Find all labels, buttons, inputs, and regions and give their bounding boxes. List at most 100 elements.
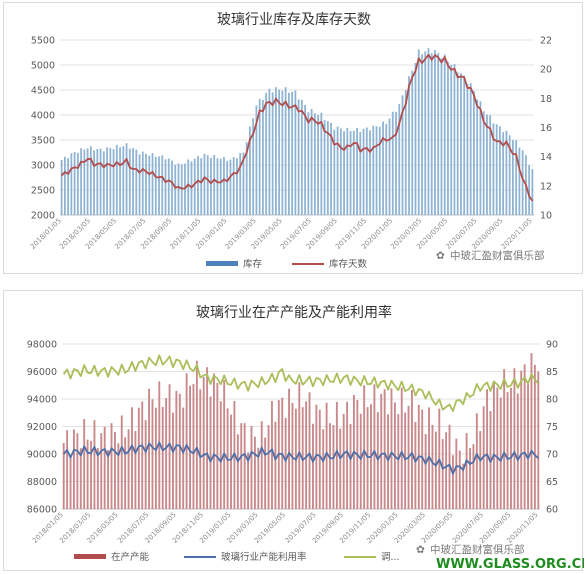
bar	[414, 63, 417, 216]
bar	[398, 103, 401, 215]
x-axis: 2018/01/052018/03/052018/05/052018/07/05…	[31, 511, 540, 545]
bar	[151, 153, 154, 215]
legend: 在产产能 玻璃行业产能利用率 调...	[74, 551, 400, 563]
bar	[349, 424, 352, 509]
bar	[206, 155, 209, 215]
bar	[132, 148, 134, 215]
gridlines	[60, 39, 534, 216]
bar	[317, 114, 319, 215]
bar	[297, 99, 300, 215]
bar	[391, 111, 394, 215]
bar	[148, 388, 151, 509]
legend-swatch-capacity	[74, 554, 106, 559]
bar	[411, 389, 413, 509]
bar	[63, 156, 66, 215]
bar	[134, 430, 137, 509]
bar	[437, 53, 440, 215]
legend-swatch-inventory	[206, 261, 238, 266]
bar	[76, 433, 79, 509]
watermark: ✿ 中玻汇盈财富俱乐部	[436, 249, 545, 262]
chart-inventory-panel: 玻璃行业库存及库存天数 2000 2500 3000 3500 4000 4500 5000…	[3, 2, 583, 274]
bar	[223, 379, 226, 509]
y-left-tick-label: 4000	[31, 111, 55, 122]
y-left-tick-label: 3000	[31, 161, 55, 172]
y-right-tick-label: 14	[540, 152, 552, 163]
bar	[175, 390, 178, 509]
bar	[262, 99, 264, 215]
y-right-tick-label: 10	[540, 211, 552, 222]
bar	[90, 440, 92, 509]
bar	[154, 407, 157, 509]
bar	[93, 150, 95, 215]
bar	[462, 463, 465, 509]
bar	[131, 407, 133, 509]
bar	[148, 155, 151, 215]
bar	[460, 73, 462, 216]
x-axis: 2018/01/052018/03/052018/05/052018/07/05…	[29, 217, 534, 251]
bar	[109, 148, 112, 215]
bar	[310, 108, 313, 215]
bar	[275, 87, 277, 215]
bar	[193, 158, 196, 215]
bar	[268, 88, 271, 215]
bar	[288, 388, 290, 509]
bar	[441, 439, 444, 509]
bar	[284, 418, 287, 509]
bar	[447, 61, 449, 215]
y-axis-right: 10 12 14 16 18 20 22	[540, 36, 552, 222]
bar	[247, 452, 250, 509]
bar	[195, 360, 198, 509]
bar	[171, 160, 173, 215]
bar	[458, 450, 461, 509]
bar	[168, 384, 171, 509]
bar	[287, 92, 290, 215]
bar	[76, 152, 79, 215]
y-left-tick-label: 90000	[27, 450, 57, 461]
bar	[267, 425, 270, 509]
bar	[83, 419, 86, 509]
bar	[100, 433, 103, 509]
bar	[455, 438, 458, 509]
bar	[362, 128, 365, 215]
bar	[96, 447, 99, 509]
bar	[400, 387, 403, 509]
bar	[356, 127, 358, 215]
bar	[380, 393, 383, 509]
bar	[486, 389, 489, 509]
bar	[376, 412, 379, 509]
bar	[326, 121, 329, 215]
bar	[226, 161, 229, 215]
bar	[479, 431, 482, 509]
bar	[117, 443, 120, 509]
bar	[252, 118, 255, 215]
bar	[265, 92, 268, 215]
bar	[424, 51, 427, 215]
bar	[197, 156, 199, 215]
y-right-tick-label: 12	[540, 181, 552, 192]
bar	[469, 83, 472, 215]
bar	[73, 429, 75, 509]
bar	[200, 158, 203, 215]
bar	[213, 155, 216, 215]
bar	[411, 70, 414, 216]
bar	[346, 401, 349, 509]
bar	[508, 135, 511, 215]
bar	[318, 409, 321, 509]
bar	[473, 91, 475, 215]
bar	[363, 385, 366, 509]
bar	[216, 158, 219, 215]
bar	[308, 392, 311, 509]
bar	[257, 447, 260, 509]
bar	[528, 165, 531, 215]
series-line	[60, 53, 534, 202]
bar	[482, 111, 485, 215]
bar	[180, 164, 183, 215]
bar	[325, 402, 328, 509]
bar	[378, 126, 381, 215]
bar	[476, 99, 479, 215]
bar	[434, 431, 437, 509]
bar	[387, 414, 390, 509]
bar	[440, 58, 443, 216]
bar	[291, 91, 294, 215]
bar	[138, 154, 141, 215]
